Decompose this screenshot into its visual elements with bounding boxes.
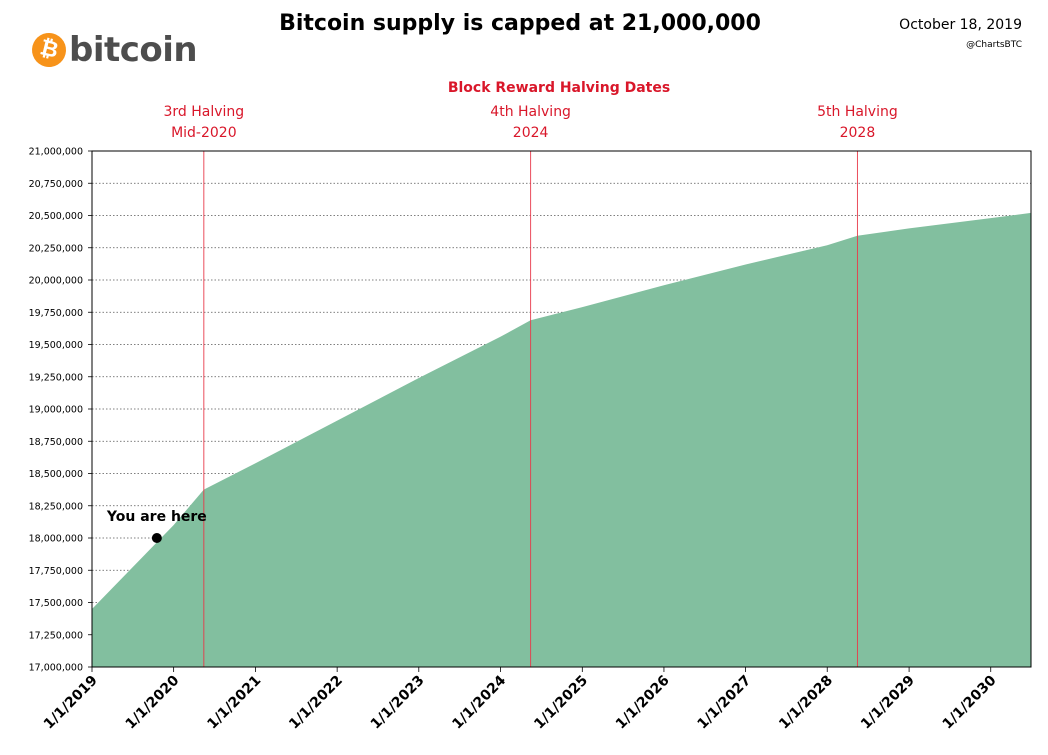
x-tick-label: 1/1/2028 [776,673,836,733]
x-tick-label: 1/1/2025 [531,673,591,733]
y-tick-label: 17,500,000 [29,598,83,609]
halving-label: 4th Halving [490,104,571,120]
x-tick-label: 1/1/2019 [41,673,101,733]
y-axis-ticks: 17,000,000 17,250,000 17,500,000 17,750,000… [29,147,92,674]
halving-label: 5th Halving [817,104,898,120]
chart-subtitle: Block Reward Halving Dates [448,80,670,96]
y-tick-label: 21,000,000 [29,147,83,158]
halving-lines [203,151,858,667]
x-tick-label: 1/1/2024 [449,672,509,732]
supply-area [92,212,1031,667]
x-tick-label: 1/1/2029 [858,673,918,733]
current-position-marker: You are here [106,509,207,543]
halving-sublabel: 2024 [513,125,549,141]
y-tick-label: 19,750,000 [29,308,83,319]
halving-label: 3rd Halving [163,104,244,120]
x-tick-label: 1/1/2021 [204,673,264,733]
x-tick-label: 1/1/2020 [123,672,183,732]
y-tick-label: 18,500,000 [29,469,83,480]
x-tick-label: 1/1/2026 [613,673,673,733]
chart-title: Bitcoin supply is capped at 21,000,000 [279,11,761,36]
y-tick-label: 17,250,000 [29,630,83,641]
x-tick-label: 1/1/2022 [286,673,346,733]
y-tick-label: 17,000,000 [29,663,83,674]
author-handle: @ChartsBTC [966,40,1022,50]
y-tick-label: 20,750,000 [29,179,83,190]
y-tick-label: 18,250,000 [29,501,83,512]
bitcoin-wordmark: bitcoin [69,30,198,70]
y-tick-label: 20,500,000 [29,211,83,222]
chart-date: October 18, 2019 [899,17,1022,33]
y-tick-label: 17,750,000 [29,566,83,577]
y-tick-label: 20,000,000 [29,276,83,287]
halving-sublabel: 2028 [840,125,876,141]
x-axis-ticks: 1/1/2019 1/1/2020 1/1/2021 1/1/2022 1/1/2023… [41,667,1000,732]
y-tick-label: 18,750,000 [29,437,83,448]
marker-label: You are here [106,509,207,525]
marker-dot [151,533,162,543]
x-tick-label: 1/1/2030 [940,672,1000,732]
halving-sublabel: Mid-2020 [171,125,237,141]
y-tick-label: 19,250,000 [29,372,83,383]
x-tick-label: 1/1/2023 [368,673,428,733]
y-tick-label: 18,000,000 [29,534,83,545]
y-tick-label: 19,500,000 [29,340,83,351]
y-tick-label: 20,250,000 [29,243,83,254]
x-tick-label: 1/1/2027 [695,673,755,733]
bitcoin-logo: ₿ bitcoin [28,29,198,71]
y-tick-label: 19,000,000 [29,405,83,416]
